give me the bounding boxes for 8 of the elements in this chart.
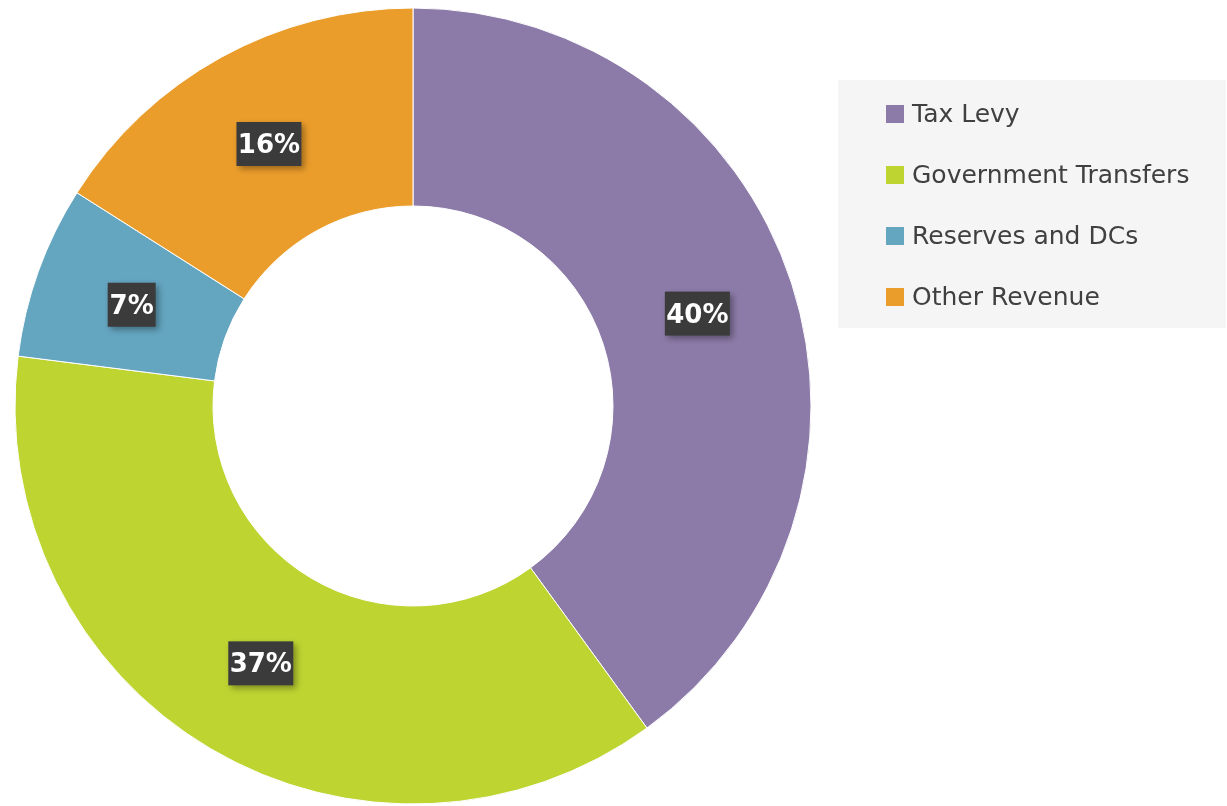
- data-label: 40%: [666, 298, 729, 329]
- data-label: 37%: [229, 648, 292, 679]
- data-label: 7%: [109, 289, 154, 320]
- data-label: 16%: [237, 128, 301, 159]
- legend-label: Tax Levy: [911, 99, 1020, 128]
- legend-label: Government Transfers: [912, 160, 1190, 189]
- legend-label: Reserves and DCs: [912, 221, 1139, 250]
- legend-label: Other Revenue: [912, 282, 1100, 311]
